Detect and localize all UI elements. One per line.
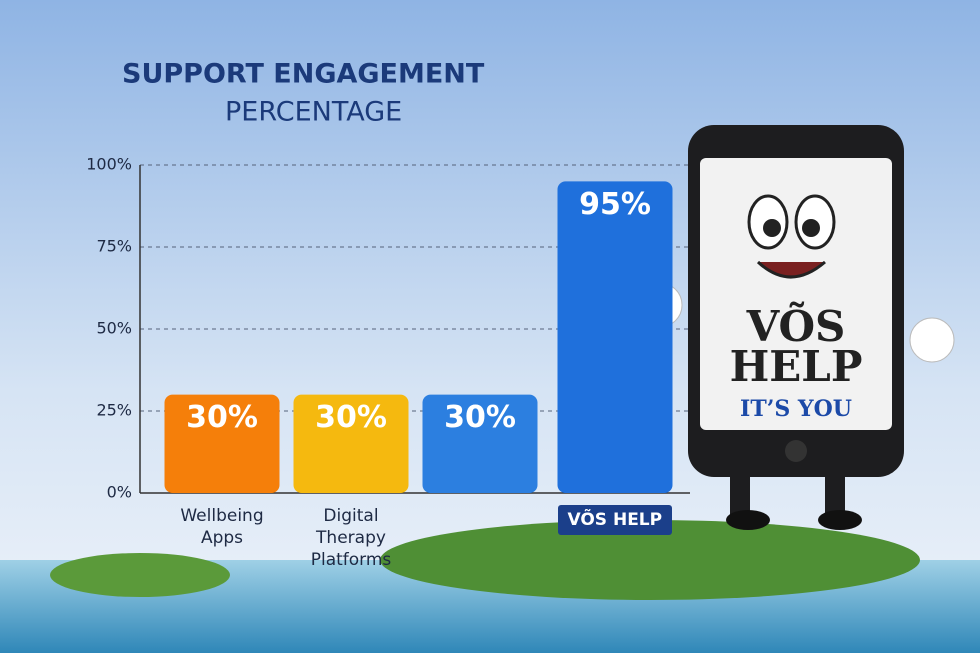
island	[50, 553, 230, 597]
y-tick-label: 25%	[96, 401, 132, 420]
island	[380, 520, 920, 600]
y-tick-label: 100%	[86, 155, 132, 174]
y-tick-label: 75%	[96, 237, 132, 256]
phone-mascot	[637, 125, 955, 530]
phone-text: VÕS	[746, 301, 846, 351]
bar	[422, 394, 538, 493]
x-tick-label: VÕS HELP	[557, 505, 673, 535]
value-label: 30%	[315, 400, 387, 435]
chart-title: SUPPORT ENGAGEMENT	[122, 59, 485, 90]
y-tick-label: 50%	[96, 319, 132, 338]
x-tick-label: Wellbeing Apps	[180, 506, 264, 548]
value-label: 30%	[444, 400, 516, 435]
value-label: 95%	[579, 187, 651, 222]
chart-subtitle: PERCENTAGE	[225, 97, 402, 128]
phone-text: IT’S YOU	[740, 396, 852, 422]
value-label: 30%	[186, 400, 258, 435]
x-tick-label: Digital Therapy Platforms	[310, 506, 392, 570]
bar	[293, 394, 409, 493]
y-tick-label: 0%	[107, 483, 132, 502]
bar	[164, 394, 280, 493]
bar	[557, 181, 673, 493]
phone-text: HELP	[730, 342, 863, 391]
